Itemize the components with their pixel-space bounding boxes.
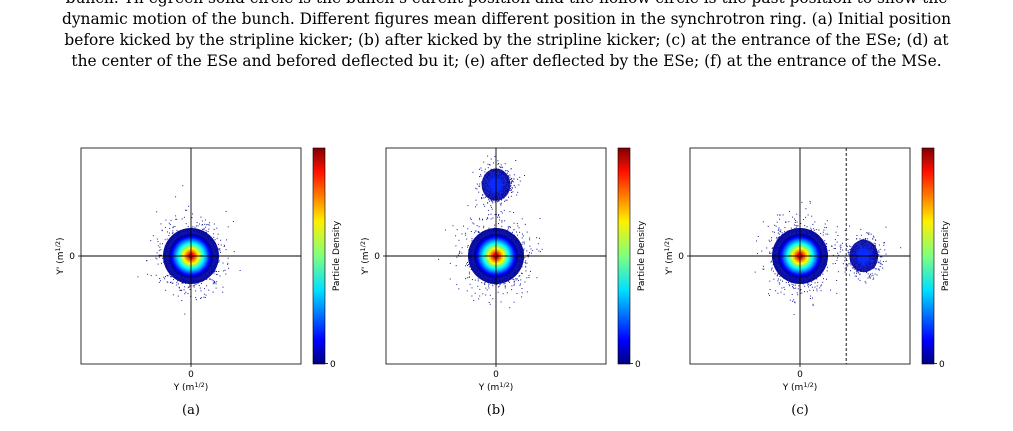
caption-line: the center of the ESe and befored deflec… [71, 52, 942, 70]
plot-area [81, 148, 301, 364]
colorbar-tick-label: 0 [635, 360, 641, 370]
colorbar [312, 147, 326, 365]
colorbar [921, 147, 935, 365]
subfigure-label: (c) [791, 403, 808, 418]
colorbar [617, 147, 631, 365]
y-tick-label: 0 [69, 252, 75, 262]
y-tick-label: 0 [374, 252, 380, 262]
y-axis-label: Y' (m1/2) [663, 237, 675, 275]
y-tick-label: 0 [678, 252, 684, 262]
colorbar-label: Particle Density [332, 220, 342, 291]
colorbar-label: Particle Density [637, 220, 647, 291]
x-axis-label: Y (m1/2) [478, 381, 514, 393]
subfigure-label: (b) [487, 403, 505, 418]
subfigure-label: (a) [182, 403, 200, 418]
x-axis-label: Y (m1/2) [782, 381, 818, 393]
plot-area [386, 148, 606, 364]
colorbar-label: Particle Density [941, 220, 951, 291]
caption-line: dynamic motion of the bunch. Different f… [62, 10, 951, 28]
x-tick-label: 0 [188, 370, 194, 380]
x-tick-label: 0 [493, 370, 499, 380]
plot-area [690, 148, 910, 364]
y-axis-label: Y' (m1/2) [54, 237, 66, 275]
figure-caption: bunch. Th egreen solid circle is the bun… [0, 0, 1013, 72]
caption-line: before kicked by the stripline kicker; (… [64, 31, 949, 49]
y-axis-label: Y' (m1/2) [359, 237, 371, 275]
colorbar-tick-label: 0 [330, 360, 336, 370]
x-tick-label: 0 [797, 370, 803, 380]
caption-line: bunch. Th egreen solid circle is the bun… [0, 0, 1013, 9]
colorbar-tick-label: 0 [939, 360, 945, 370]
x-axis-label: Y (m1/2) [173, 381, 209, 393]
